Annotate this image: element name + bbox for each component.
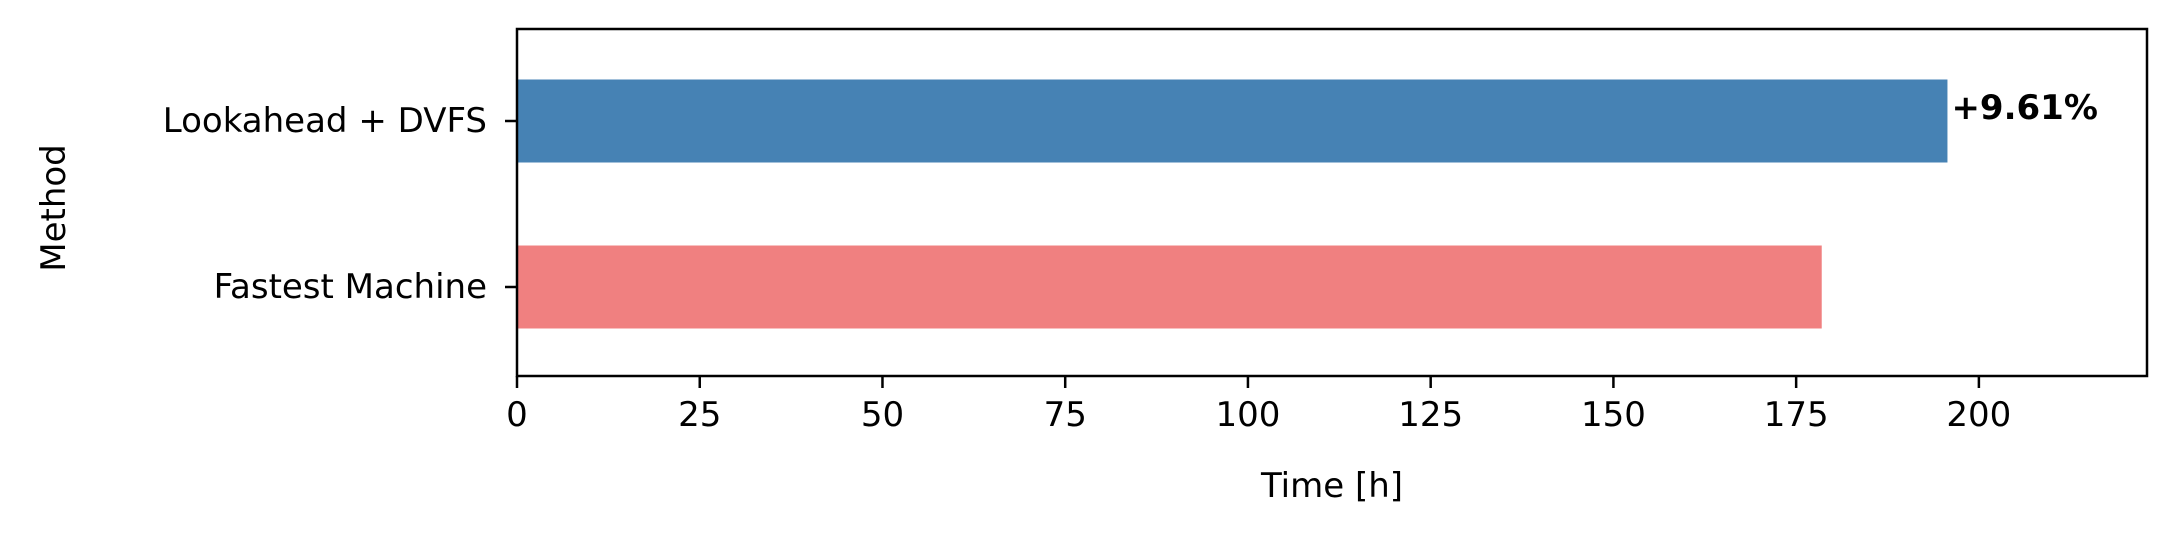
y-tick-label: Lookahead + DVFS [163, 101, 487, 141]
bar [517, 245, 1822, 329]
x-tick-label: 200 [1946, 395, 2011, 435]
x-tick-label: 75 [1044, 395, 1087, 435]
x-axis: 0 25 50 75 100 125 150 175 200 [506, 376, 2011, 435]
x-tick-label: 150 [1581, 395, 1646, 435]
x-axis-label: Time [h] [1260, 466, 1403, 506]
x-tick-label: 100 [1215, 395, 1280, 435]
plot-frame [515, 27, 2149, 378]
x-tick-label: 50 [861, 395, 904, 435]
x-tick-label: 0 [506, 395, 528, 435]
x-tick-label: 125 [1398, 395, 1463, 435]
y-axis: Fastest Machine Lookahead + DVFS [163, 101, 517, 307]
x-tick-label: 25 [678, 395, 721, 435]
x-tick-label: 175 [1764, 395, 1829, 435]
y-axis-label: Method [34, 144, 74, 272]
bar-annotation: +9.61% [1951, 88, 2097, 128]
bar [517, 79, 1948, 163]
y-tick-label: Fastest Machine [214, 267, 487, 307]
annotations-layer: +9.61% [1951, 88, 2097, 128]
bars-layer [517, 79, 1948, 329]
